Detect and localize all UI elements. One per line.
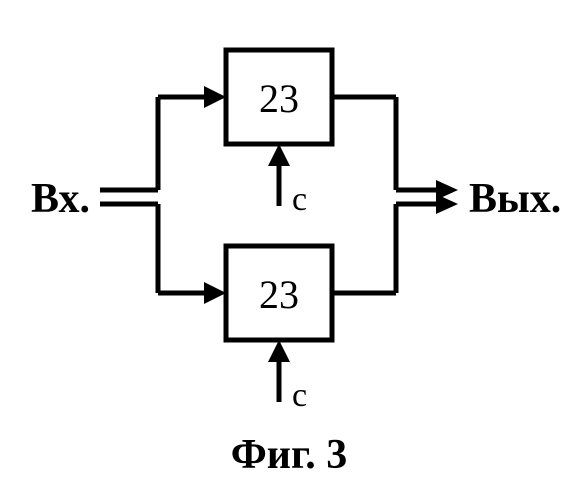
edge-bottom-to-merge xyxy=(332,204,396,293)
output-label: Вых. xyxy=(469,176,561,222)
edge-input-to-bottom xyxy=(158,282,226,304)
control-arrow-top xyxy=(268,144,290,206)
edge-input-to-top xyxy=(158,86,226,108)
output-double-line xyxy=(396,180,458,214)
figure-caption: Фиг. 3 xyxy=(231,432,348,478)
edge-top-to-merge xyxy=(332,97,396,190)
block-top-label: 23 xyxy=(259,76,299,121)
diagram-canvas: Вх. Вых. Фиг. 3 23 23 xyxy=(0,0,579,500)
control-arrow-bottom xyxy=(268,340,290,402)
control-label-top: с xyxy=(292,181,307,218)
input-label: Вх. xyxy=(31,176,90,222)
diagram-svg: Вх. Вых. Фиг. 3 23 23 xyxy=(0,0,579,500)
block-bottom-label: 23 xyxy=(259,272,299,317)
input-double-line xyxy=(100,190,158,204)
control-label-bottom: с xyxy=(292,377,307,414)
